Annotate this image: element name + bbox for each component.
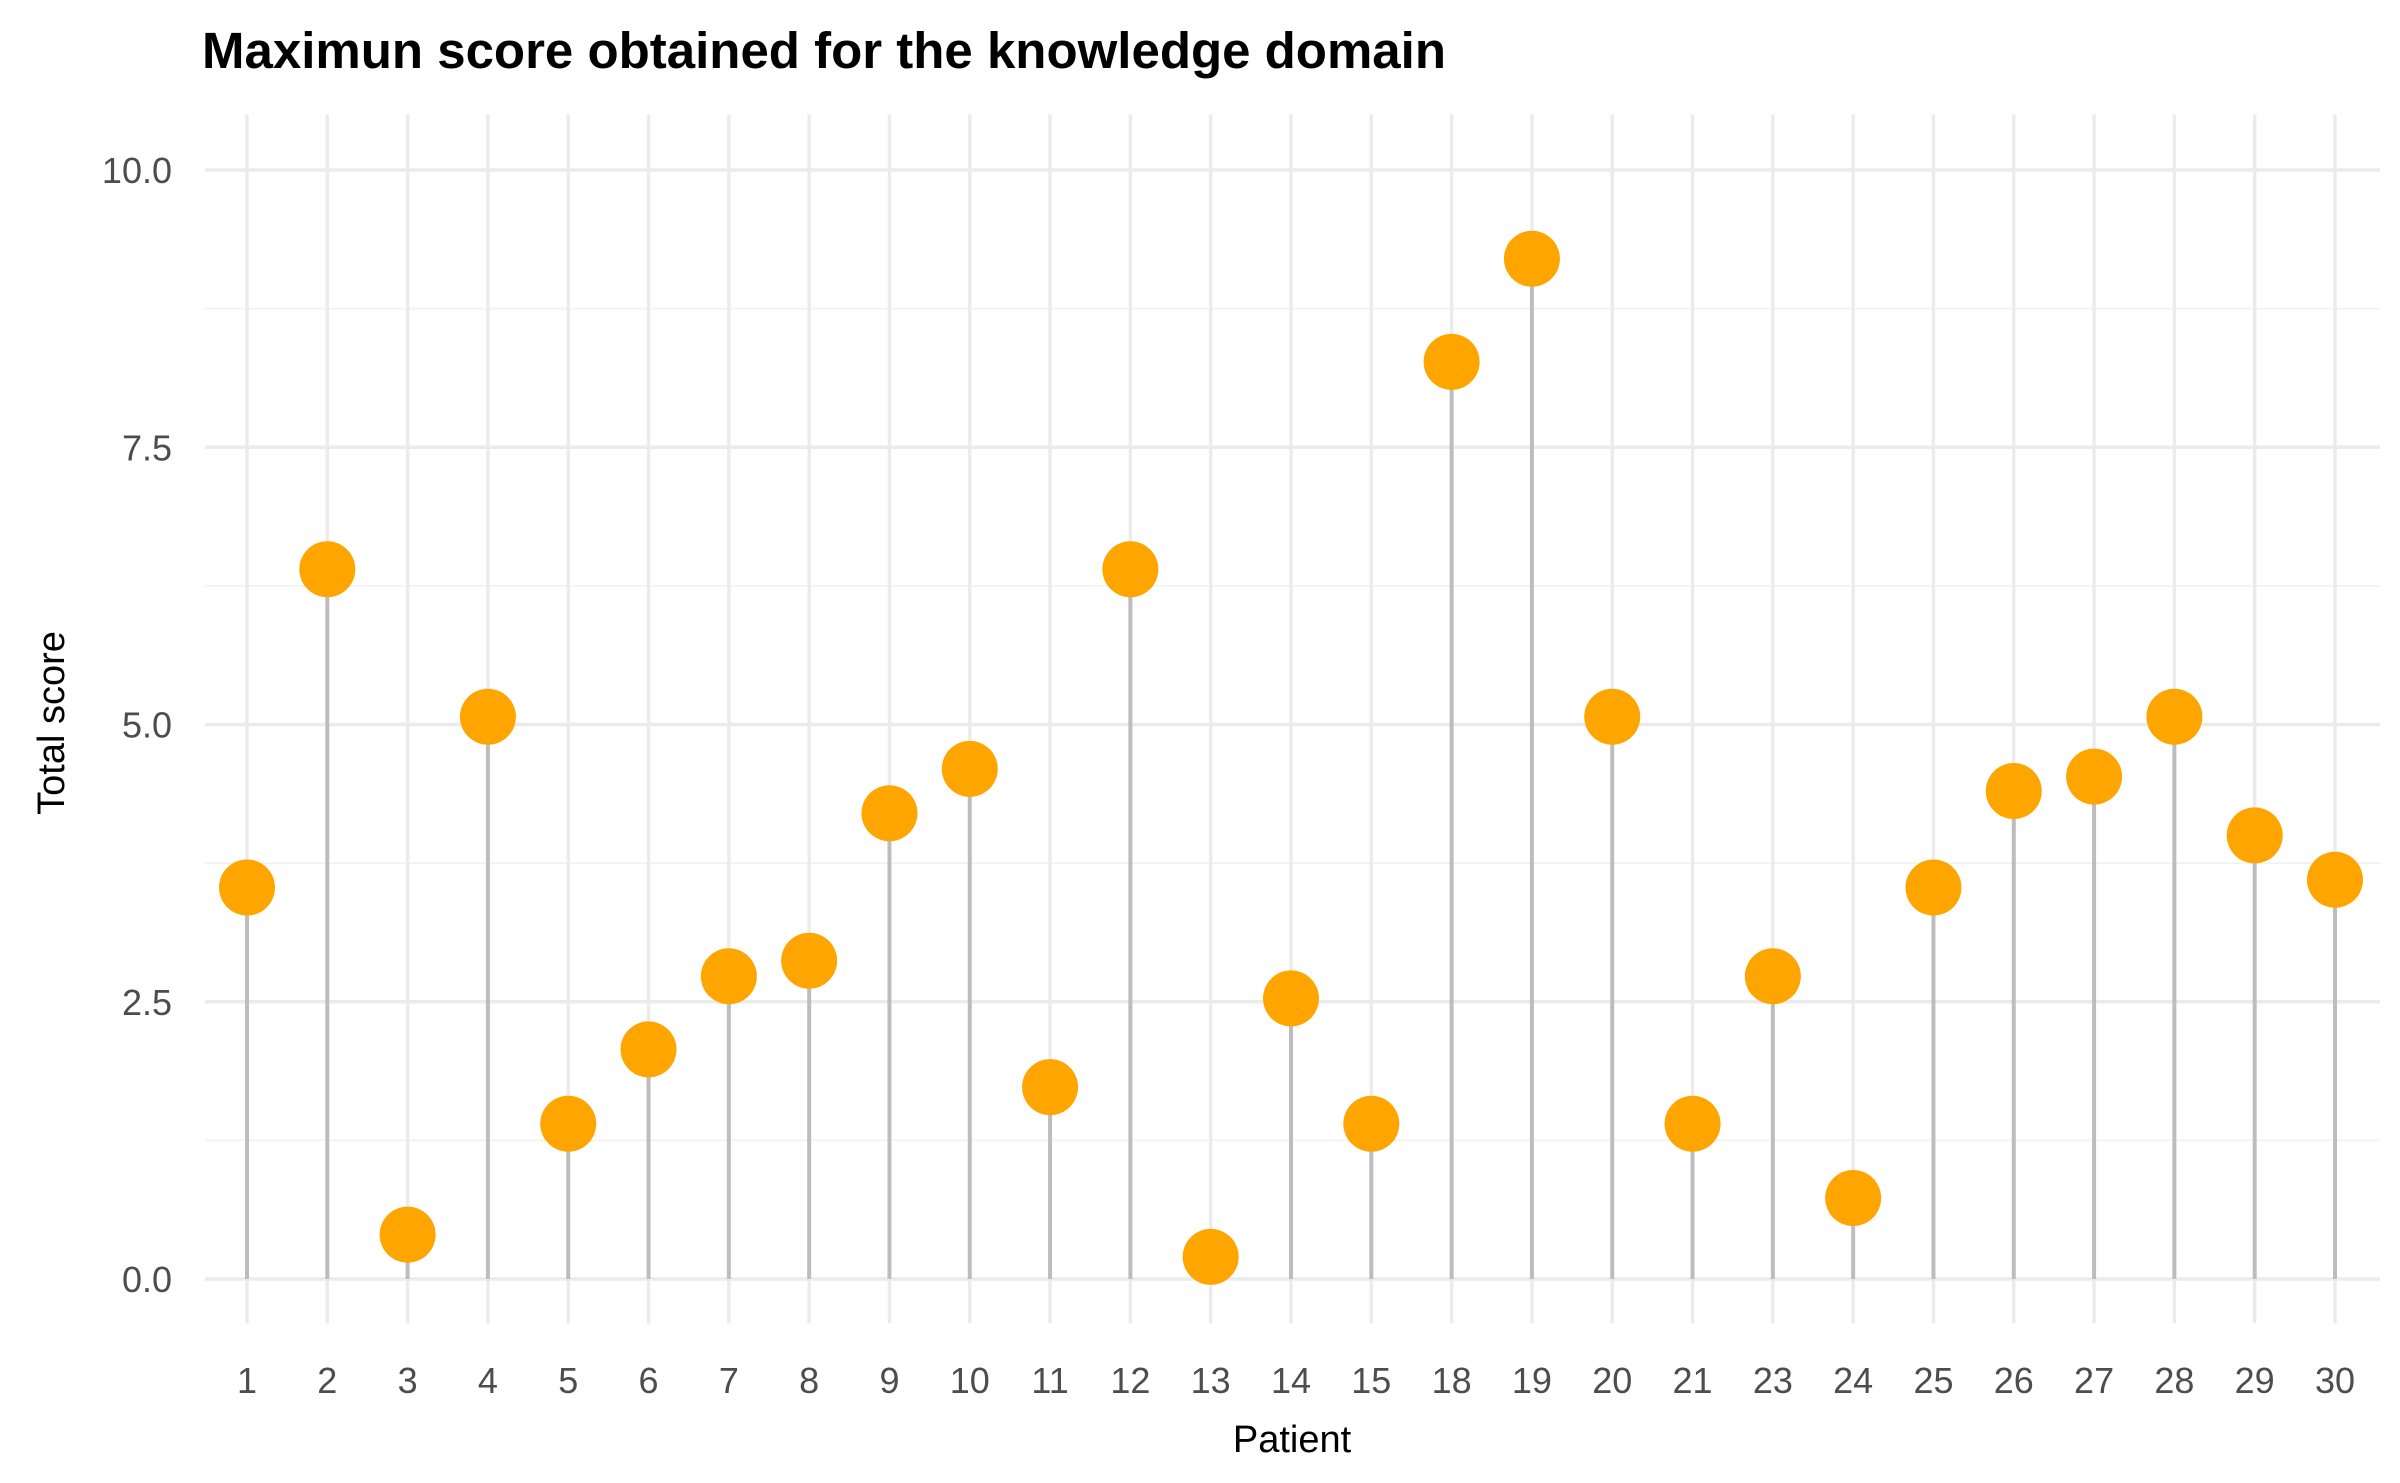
x-tick-label: 21	[1673, 1360, 1713, 1401]
x-tick-label: 19	[1512, 1360, 1552, 1401]
y-tick-label: 2.5	[122, 982, 172, 1023]
point-patient-13	[1182, 1228, 1239, 1285]
chart-title: Maximun score obtained for the knowledge…	[202, 22, 1446, 79]
point-patient-26	[1985, 763, 2042, 820]
point-patient-18	[1423, 333, 1480, 390]
x-tick-label: 30	[2315, 1360, 2355, 1401]
x-tick-label: 1	[237, 1360, 257, 1401]
x-tick-label: 9	[879, 1360, 899, 1401]
x-tick-label: 13	[1191, 1360, 1231, 1401]
x-tick-label: 6	[639, 1360, 659, 1401]
point-patient-14	[1263, 970, 1319, 1027]
x-tick-label: 24	[1833, 1360, 1873, 1401]
point-patient-28	[2146, 688, 2203, 745]
x-tick-label: 20	[1592, 1360, 1632, 1401]
point-patient-7	[700, 948, 757, 1005]
point-patient-6	[620, 1021, 677, 1078]
point-patient-25	[1905, 859, 1962, 916]
point-patient-21	[1664, 1095, 1721, 1152]
x-tick-label: 15	[1351, 1360, 1391, 1401]
point-patient-30	[2307, 851, 2363, 908]
point-patient-10	[941, 740, 998, 797]
point-patient-24	[1825, 1170, 1882, 1227]
x-tick-label: 11	[1031, 1360, 1068, 1401]
point-patient-5	[540, 1095, 597, 1152]
y-tick-label: 0.0	[122, 1259, 172, 1300]
x-tick-label: 26	[1994, 1360, 2034, 1401]
point-patient-19	[1503, 230, 1560, 287]
x-tick-label: 8	[799, 1360, 819, 1401]
y-tick-label: 5.0	[122, 705, 172, 746]
x-tick-label: 28	[2154, 1360, 2194, 1401]
point-patient-11	[1022, 1059, 1079, 1116]
point-patient-23	[1744, 948, 1801, 1005]
x-tick-label: 10	[950, 1360, 990, 1401]
x-tick-label: 27	[2074, 1360, 2114, 1401]
point-patient-4	[459, 688, 516, 745]
x-axis-title: Patient	[1233, 1419, 1352, 1461]
x-tick-label: 14	[1271, 1360, 1311, 1401]
x-tick-label: 3	[398, 1360, 418, 1401]
point-patient-3	[379, 1206, 436, 1263]
x-tick-label: 25	[1913, 1360, 1953, 1401]
x-tick-label: 5	[558, 1360, 578, 1401]
y-axis-tick-labels: 0.0 2.5 5.0 7.5 10.0	[102, 150, 172, 1300]
point-patient-27	[2066, 748, 2123, 805]
x-tick-label: 18	[1432, 1360, 1472, 1401]
point-patient-20	[1584, 688, 1641, 745]
point-patient-9	[861, 785, 918, 842]
y-axis-title: Total score	[31, 631, 73, 815]
y-tick-label: 7.5	[122, 427, 172, 468]
x-tick-label: 4	[478, 1360, 498, 1401]
x-tick-label: 29	[2235, 1360, 2275, 1401]
point-patient-2	[299, 541, 356, 598]
x-axis-tick-labels: 1 2 3 4 5 6 7 8 9 10 11 12 13 14 15 18 19 20 21 23 24 25 26 27 2…	[237, 1360, 2355, 1401]
point-patient-29	[2226, 807, 2283, 864]
x-tick-label: 7	[719, 1360, 739, 1401]
x-tick-label: 23	[1753, 1360, 1793, 1401]
y-tick-label: 10.0	[102, 150, 172, 191]
point-patient-15	[1343, 1095, 1400, 1152]
point-patient-1	[219, 859, 275, 916]
x-tick-label: 12	[1110, 1360, 1150, 1401]
x-tick-label: 2	[317, 1360, 337, 1401]
point-patient-12	[1102, 541, 1159, 598]
points	[219, 230, 2363, 1285]
point-patient-8	[781, 932, 838, 989]
